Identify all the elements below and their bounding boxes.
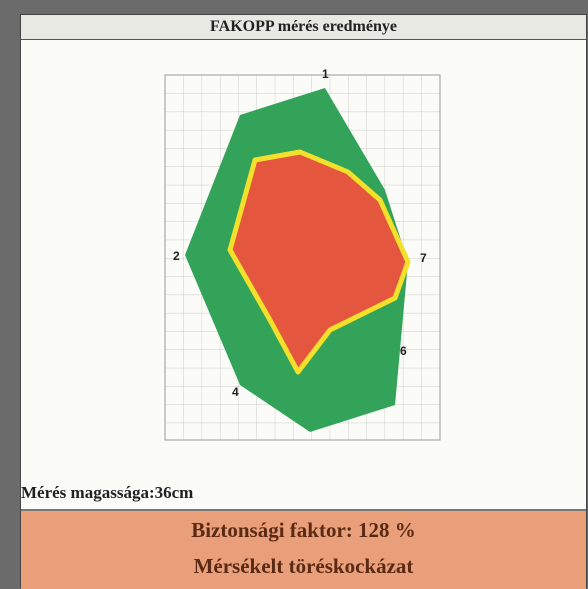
measurement-height: Mérés magassága:36cm xyxy=(21,483,194,502)
decay-area xyxy=(227,149,411,375)
result-box: Biztonsági faktor: 128 % Mérsékelt törés… xyxy=(21,509,586,589)
sensor-label: 2 xyxy=(173,249,180,263)
sensor-label: 1 xyxy=(322,67,329,81)
sensor-label: 7 xyxy=(420,251,427,265)
safety-factor: Biztonsági faktor: 128 % xyxy=(191,518,416,542)
sensor-label: 6 xyxy=(400,344,407,358)
risk-level: Mérsékelt töréskockázat xyxy=(193,554,414,578)
tomogram: 1 2 4 6 7 xyxy=(164,67,441,441)
sensor-label: 4 xyxy=(232,385,239,399)
report-title: FAKOPP mérés eredménye xyxy=(21,15,586,40)
